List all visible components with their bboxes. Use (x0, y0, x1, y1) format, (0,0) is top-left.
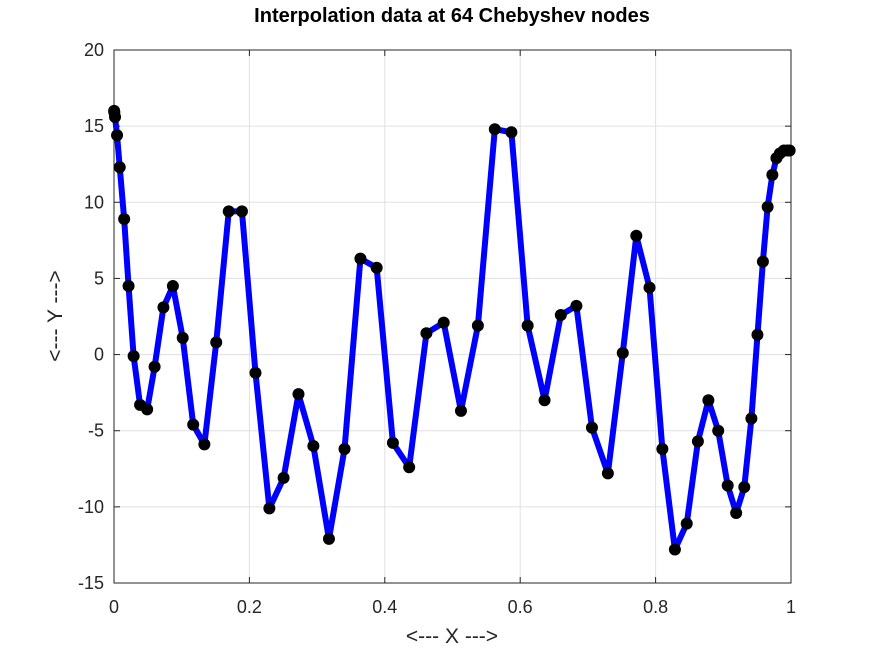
data-point (322, 532, 335, 545)
data-point (122, 280, 135, 293)
y-tick-label: -15 (78, 573, 104, 593)
data-point (712, 424, 725, 437)
data-point (292, 388, 305, 401)
data-point (601, 467, 614, 480)
data-point (691, 435, 704, 448)
data-point (766, 168, 779, 181)
data-point (354, 252, 367, 265)
data-point (680, 517, 693, 530)
data-point (521, 319, 534, 332)
data-point (307, 439, 320, 452)
y-tick-label: 5 (94, 268, 104, 288)
data-point (277, 471, 290, 484)
y-tick-label: 10 (84, 192, 104, 212)
x-axis-label: <--- X ---> (406, 625, 498, 648)
data-point (656, 442, 669, 455)
data-point (471, 319, 484, 332)
x-tick-label: 0.6 (508, 597, 533, 617)
y-axis-label: <--- Y ---> (44, 270, 67, 361)
data-point (370, 261, 383, 274)
data-point (783, 144, 796, 157)
data-point (437, 316, 450, 329)
y-tick-label: -10 (78, 497, 104, 517)
data-point (148, 360, 161, 373)
data-point (235, 205, 248, 218)
x-tick-label: 0 (109, 597, 119, 617)
data-point (338, 442, 351, 455)
data-point (702, 394, 715, 407)
data-point (263, 502, 276, 515)
data-point (187, 418, 200, 431)
data-point (166, 280, 179, 293)
data-point (505, 126, 518, 139)
data-point (585, 421, 598, 434)
data-point (643, 281, 656, 294)
y-tick-label: 0 (94, 345, 104, 365)
data-point (141, 403, 154, 416)
data-point (222, 205, 235, 218)
data-point (730, 506, 743, 519)
data-point (756, 255, 769, 268)
data-point (210, 336, 223, 349)
y-tick-label: 15 (84, 116, 104, 136)
data-point (403, 461, 416, 474)
data-point (386, 436, 399, 449)
data-point (176, 331, 189, 344)
data-point (751, 328, 764, 341)
x-tick-label: 0.2 (237, 597, 262, 617)
data-point (420, 327, 433, 340)
x-tick-label: 1 (786, 597, 796, 617)
data-point (127, 350, 140, 363)
data-point (488, 123, 501, 136)
y-tick-label: 20 (84, 40, 104, 60)
chart-title: Interpolation data at 64 Chebyshev nodes (254, 5, 650, 27)
data-point (668, 543, 681, 556)
data-point (570, 299, 583, 312)
data-point (630, 229, 643, 242)
x-tick-label: 0.4 (372, 597, 397, 617)
data-point (109, 111, 122, 124)
data-point (157, 301, 170, 314)
data-point (118, 213, 131, 226)
data-point (113, 161, 126, 174)
data-point (249, 366, 262, 379)
tick-layer: 0 0.2 0.4 0.6 0.8 1 -15 -10 -5 0 5 10 15 20 (78, 40, 796, 617)
data-point (538, 394, 551, 407)
plot-frame (113, 49, 792, 584)
data-point (738, 481, 751, 494)
series-line (111, 107, 793, 553)
data-point (761, 200, 774, 213)
data-point (554, 308, 567, 321)
data-point (616, 347, 629, 360)
data-point (198, 438, 211, 451)
series-layer (108, 104, 796, 556)
data-point (454, 404, 467, 417)
data-point (721, 479, 734, 492)
y-tick-label: -5 (88, 421, 104, 441)
data-point (745, 412, 758, 425)
data-point (111, 129, 124, 142)
x-tick-label: 0.8 (643, 597, 668, 617)
